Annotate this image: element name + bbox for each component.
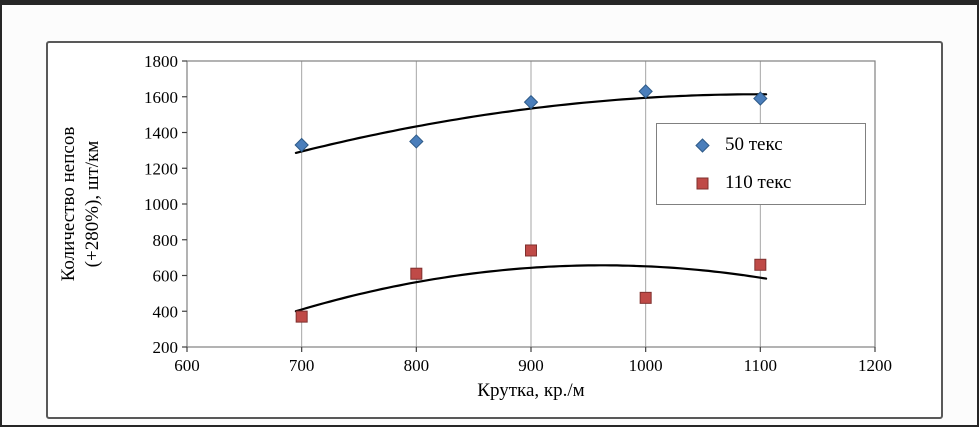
y-tick-label: 1200	[144, 159, 178, 178]
y-tick-label: 1400	[144, 124, 178, 143]
legend-item-110-tex: 110 текс	[695, 172, 865, 194]
x-tick-label: 600	[174, 356, 200, 375]
y-axis-title-line1: Количество непсов	[58, 127, 79, 282]
legend-item-50-tex: 50 текс	[695, 134, 865, 156]
data-point-diamond	[638, 84, 653, 99]
chart-frame[interactable]: 600 700 800 900 1000 1100 1200 200 400 600 800 1000…	[46, 41, 943, 419]
y-axis-title-line2: (+280%), шт/км	[82, 141, 103, 268]
x-axis-title: Крутка, кр./м	[477, 380, 584, 401]
y-tick-label: 800	[153, 231, 179, 250]
y-tick-label: 200	[153, 338, 179, 357]
data-point-square	[754, 258, 767, 271]
data-point-diamond	[409, 134, 424, 149]
data-point-diamond	[753, 91, 768, 106]
legend-label: 110 текс	[725, 172, 792, 193]
data-point-diamond	[294, 137, 309, 153]
x-tick-label: 900	[518, 356, 544, 375]
y-tick-label: 400	[153, 302, 179, 321]
data-point-square	[295, 310, 308, 323]
legend-label: 50 текс	[725, 134, 783, 155]
data-point-square	[525, 244, 537, 257]
x-tick-label: 1200	[858, 356, 892, 375]
diamond-marker-icon	[695, 137, 710, 153]
x-tick-label: 1100	[744, 356, 777, 375]
data-point-square	[639, 291, 652, 304]
legend: 50 текс 110 текс	[656, 123, 866, 205]
x-tick-label: 800	[404, 356, 430, 375]
y-tick-label: 1800	[144, 52, 178, 71]
x-tick-label: 1000	[629, 356, 663, 375]
y-tick-label: 1600	[144, 88, 178, 107]
data-point-diamond	[523, 94, 539, 110]
chart-plot-area: 600 700 800 900 1000 1100 1200 200 400 600 800 1000…	[58, 52, 892, 401]
y-tick-label: 600	[153, 267, 179, 286]
square-marker-icon	[696, 177, 709, 189]
trendline	[294, 264, 768, 313]
x-tick-label: 700	[289, 356, 315, 375]
y-tick-label: 1000	[144, 195, 178, 214]
data-point-square	[410, 267, 423, 280]
